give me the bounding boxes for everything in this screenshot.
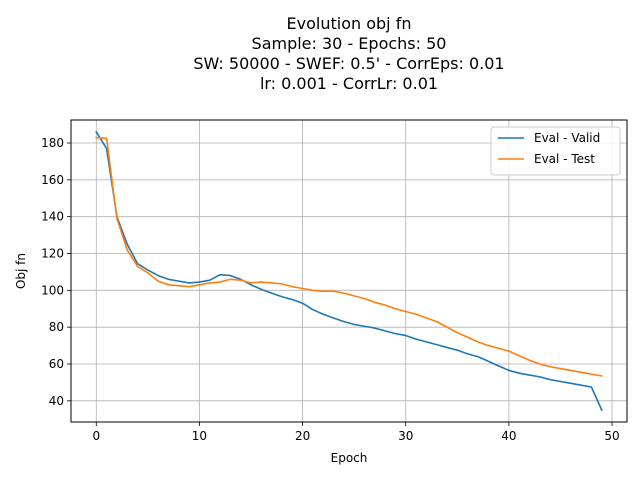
series-line-eval-valid	[95, 130, 603, 412]
legend-label: Eval - Valid	[534, 131, 600, 145]
series-lines	[95, 130, 603, 412]
x-tick-label: 40	[501, 429, 516, 443]
x-tick-label: 50	[604, 429, 619, 443]
x-axis-label: Epoch	[331, 451, 368, 465]
y-axis-ticks: 40 60 80 100 120 140 160 180	[41, 136, 71, 408]
x-tick-label: 0	[92, 429, 100, 443]
y-tick-label: 180	[41, 136, 64, 150]
chart-title-line: lr: 0.001 - CorrLr: 0.01	[260, 74, 438, 93]
x-tick-label: 30	[398, 429, 413, 443]
y-tick-label: 40	[49, 394, 64, 408]
legend: Eval - Valid Eval - Test	[490, 126, 621, 176]
y-tick-label: 80	[49, 320, 64, 334]
y-tick-label: 160	[41, 173, 64, 187]
y-tick-label: 60	[49, 357, 64, 371]
legend-box	[490, 126, 621, 176]
x-axis-ticks: 0 10 20 30 40 50	[92, 422, 620, 443]
x-tick-label: 20	[295, 429, 310, 443]
legend-label: Eval - Test	[534, 152, 595, 166]
chart-title-line: Sample: 30 - Epochs: 50	[252, 34, 447, 53]
y-tick-label: 100	[41, 283, 64, 297]
series-line-eval-test	[95, 136, 603, 377]
plot-frame	[70, 119, 628, 423]
y-tick-label: 140	[41, 210, 64, 224]
y-axis-label: Obj fn	[14, 253, 28, 289]
chart-title-line: Evolution obj fn	[287, 14, 412, 33]
chart-title-line: SW: 50000 - SWEF: 0.5' - CorrEps: 0.01	[193, 54, 504, 73]
y-tick-label: 120	[41, 247, 64, 261]
x-tick-label: 10	[192, 429, 207, 443]
